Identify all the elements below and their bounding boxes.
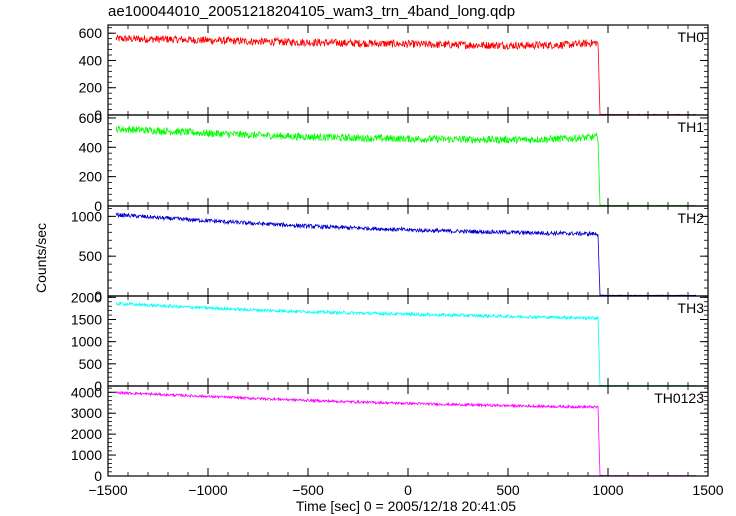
x-tick-label: 500 [496, 482, 520, 498]
series-line-th1 [115, 125, 697, 207]
x-tick-label: −1000 [188, 482, 228, 498]
x-tick-label: −1500 [88, 482, 128, 498]
y-tick-label: 600 [79, 110, 103, 126]
panels: 0 200 400 600 TH0 0 200 400 600 TH1 0 500 1000 TH2 0 50… [71, 24, 709, 484]
x-tick-label: 0 [404, 482, 412, 498]
series-line-th0123 [115, 390, 697, 477]
y-tick-label: 0 [94, 107, 102, 123]
series-line-th0 [115, 34, 697, 116]
y-tick-label: 600 [79, 25, 103, 41]
panel-th0123: 0 1000 2000 3000 4000 TH0123 [71, 384, 709, 484]
y-tick-label: 0 [94, 198, 102, 214]
series-line-th3 [115, 301, 697, 387]
panel-label-th2: TH2 [678, 210, 705, 226]
panel-frame [107, 295, 709, 387]
x-axis-label: Time [sec] 0 = 2005/12/18 20:41:05 [296, 498, 516, 514]
y-tick-label: 500 [79, 356, 103, 372]
y-tick-label: 1000 [71, 208, 102, 224]
y-tick-label: 0 [94, 378, 102, 394]
panel-th0: 0 200 400 600 TH0 [79, 24, 709, 123]
panel-frame [107, 114, 709, 207]
panel-label-th0: TH0 [678, 29, 705, 45]
panel-label-th1: TH1 [678, 119, 705, 135]
series-line-th2 [115, 211, 696, 296]
y-tick-label: 2000 [71, 289, 102, 305]
panel-th1: 0 200 400 600 TH1 [79, 110, 709, 214]
y-tick-label: 4000 [71, 384, 102, 400]
chart-title: ae100044010_20051218204105_wam3_trn_4ban… [108, 3, 515, 20]
y-axis-label: Counts/sec [33, 223, 49, 293]
panel-frame [107, 385, 709, 477]
y-tick-label: 200 [79, 80, 103, 96]
y-tick-label: 3000 [71, 405, 102, 421]
x-tick-label: 1500 [692, 482, 723, 498]
panel-label-th0123: TH0123 [654, 390, 704, 406]
panel-th3: 0 500 1000 1500 2000 TH3 [71, 289, 709, 394]
y-tick-label: 1000 [71, 447, 102, 463]
y-tick-label: 0 [94, 468, 102, 484]
panel-label-th3: TH3 [678, 300, 705, 316]
y-tick-label: 500 [79, 248, 103, 264]
y-tick-label: 400 [79, 52, 103, 68]
y-tick-label: 1000 [71, 334, 102, 350]
y-tick-label: 2000 [71, 426, 102, 442]
y-tick-label: 0 [94, 288, 102, 304]
y-tick-label: 400 [79, 139, 103, 155]
x-tick-label: 1000 [592, 482, 623, 498]
x-tick-label: −500 [292, 482, 324, 498]
panel-th2: 0 500 1000 TH2 [71, 205, 709, 304]
y-tick-label: 1500 [71, 311, 102, 327]
y-tick-label: 200 [79, 169, 103, 185]
x-axis-ticks: −1500 −1000 −500 0 500 1000 1500 [88, 482, 723, 498]
